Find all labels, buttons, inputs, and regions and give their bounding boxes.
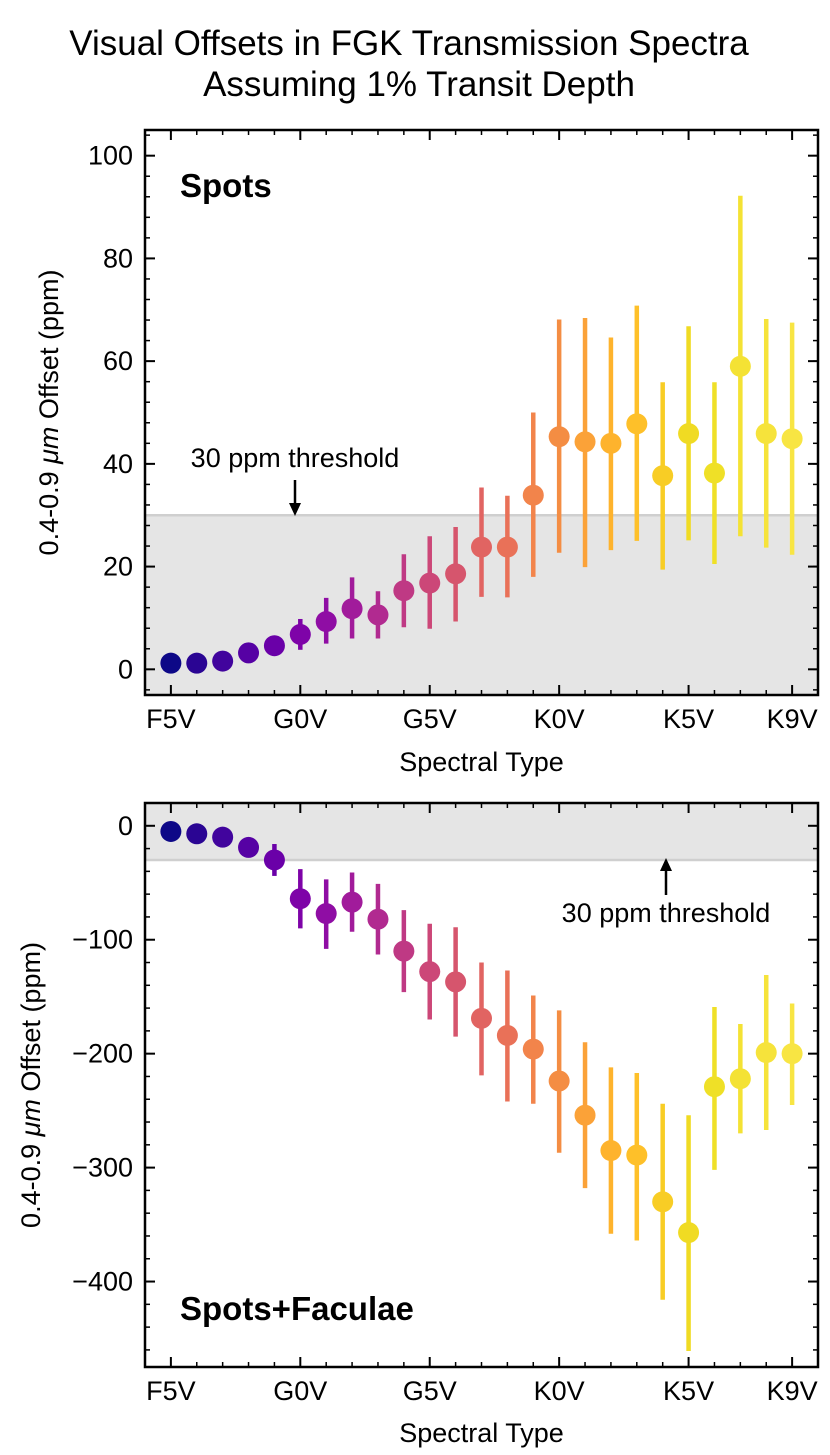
data-point — [367, 604, 389, 626]
data-point — [496, 536, 518, 558]
data-point — [781, 1043, 803, 1065]
data-point — [678, 423, 700, 445]
data-point — [471, 1007, 492, 1029]
x-tick-label: K5V — [663, 1376, 714, 1406]
data-point — [600, 1140, 622, 1162]
spots-faculae-panel: 0 −100 −200 −300 −400 F5V G0V G5V K0V K5V K9V Spect… — [16, 801, 820, 1448]
data-point — [522, 1038, 544, 1060]
y-tick-label: 20 — [103, 552, 133, 582]
y-tick-label: 0 — [118, 654, 133, 684]
x-axis-label: Spectral Type — [399, 1418, 564, 1448]
data-point — [678, 1222, 700, 1244]
y-axis-label: 0.4-0.9 μm Offset (ppm) — [16, 942, 46, 1228]
data-point — [212, 650, 234, 672]
threshold-arrow-head — [289, 503, 301, 516]
data-point — [367, 908, 389, 930]
y-axis-label-suffix: Offset (ppm) — [34, 270, 64, 427]
x-tick-label: G0V — [273, 1376, 327, 1406]
data-point — [289, 888, 311, 910]
y-tick-label: −200 — [72, 1039, 133, 1069]
x-tick-label: K9V — [767, 1376, 818, 1406]
data-point — [263, 849, 285, 871]
data-point — [186, 652, 208, 674]
x-tick-label: G0V — [273, 704, 327, 734]
data-point — [315, 903, 337, 925]
data-point — [238, 836, 260, 858]
data-point — [341, 891, 363, 913]
y-axis-label-prefix: 0.4-0.9 — [34, 464, 64, 556]
data-point — [212, 826, 234, 848]
x-tick-label: G5V — [403, 704, 457, 734]
plot-frame — [143, 801, 820, 1369]
panel-label: Spots+Faculae — [180, 1290, 414, 1327]
data-point — [471, 536, 492, 558]
data-point — [574, 431, 596, 453]
data-point — [626, 1144, 648, 1166]
data-point — [703, 1076, 725, 1098]
data-point — [160, 652, 182, 674]
y-tick-label: −100 — [72, 925, 133, 955]
y-tick-label: 100 — [88, 141, 133, 171]
data-point — [445, 971, 467, 993]
figure-title-line2: Assuming 1% Transit Depth — [203, 65, 635, 104]
data-point — [781, 428, 803, 450]
data-point — [522, 484, 544, 506]
x-tick-label: K0V — [534, 1376, 585, 1406]
data-point — [263, 635, 285, 657]
data-point — [548, 426, 570, 448]
data-point — [729, 1068, 751, 1090]
x-tick-label: K9V — [767, 704, 818, 734]
spots-panel: 0 20 40 60 80 100 F5V G0V G5V K0V K5V K9V Spectral T… — [34, 128, 820, 777]
threshold-arrow-head — [660, 858, 672, 871]
data-point — [755, 423, 777, 445]
data-point — [238, 642, 260, 664]
x-tick-label: F5V — [146, 704, 196, 734]
y-tick-label: 60 — [103, 346, 133, 376]
data-point — [496, 1024, 518, 1046]
figure-title-line1: Visual Offsets in FGK Transmission Spect… — [69, 24, 749, 63]
data-point — [626, 413, 648, 435]
y-axis-label-prefix: 0.4-0.9 — [16, 1136, 46, 1228]
y-axis-label-suffix: Offset (ppm) — [16, 942, 46, 1099]
data-point — [341, 598, 363, 620]
data-point — [186, 823, 208, 845]
data-point — [652, 465, 674, 487]
data-point — [419, 572, 441, 594]
x-tick-label: G5V — [403, 1376, 457, 1406]
threshold-annotation: 30 ppm threshold — [562, 898, 771, 928]
y-tick-label: 80 — [103, 243, 133, 273]
data-point — [652, 1191, 674, 1213]
y-tick-label: −300 — [72, 1153, 133, 1183]
y-tick-label: 0 — [118, 811, 133, 841]
data-point — [548, 1070, 570, 1092]
y-tick-label: 40 — [103, 449, 133, 479]
x-tick-label: K0V — [534, 704, 585, 734]
x-tick-label: K5V — [663, 704, 714, 734]
y-axis-label-unit: μm — [34, 427, 64, 465]
y-axis-label-unit: μm — [16, 1099, 46, 1137]
data-point — [419, 961, 441, 983]
y-tick-label: −400 — [72, 1267, 133, 1297]
plot-frame — [143, 128, 820, 697]
data-point — [574, 1104, 596, 1126]
data-point — [729, 355, 751, 377]
x-tick-label: F5V — [146, 1376, 196, 1406]
data-point — [315, 611, 337, 633]
data-point — [160, 820, 182, 842]
data-point — [393, 940, 415, 962]
x-axis-label: Spectral Type — [399, 747, 564, 777]
threshold-annotation: 30 ppm threshold — [191, 443, 400, 473]
data-point — [393, 580, 415, 602]
panel-label: Spots — [180, 167, 272, 204]
data-point — [289, 623, 311, 645]
data-point — [600, 432, 622, 454]
data-point — [445, 563, 467, 585]
data-point — [703, 462, 725, 484]
y-axis-label: 0.4-0.9 μm Offset (ppm) — [34, 270, 64, 556]
data-point — [755, 1042, 777, 1064]
